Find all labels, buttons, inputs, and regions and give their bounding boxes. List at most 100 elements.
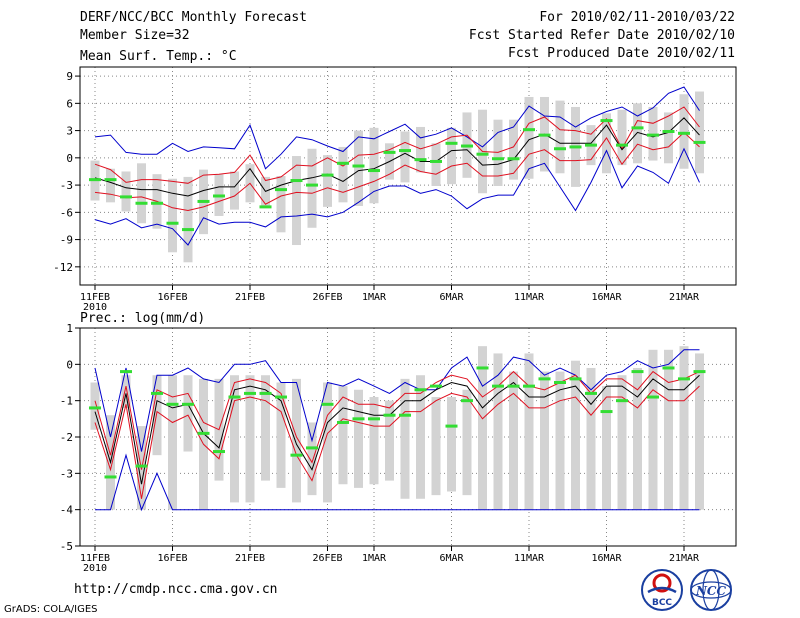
temp-observed-mark: [492, 157, 504, 161]
prec-ensemble-box: [571, 360, 580, 510]
bcc-logo-text: BCC: [652, 598, 672, 608]
temp-observed-mark: [476, 152, 489, 156]
prec-ensemble-box: [633, 367, 642, 510]
prec-observed-mark: [569, 377, 582, 381]
temp-ensemble-box: [431, 143, 441, 186]
prec-observed-mark: [461, 399, 473, 403]
temp-xtick-label: 11FEB: [80, 292, 110, 303]
member-size: Member Size=32: [80, 28, 190, 43]
prec-ensemble-box: [416, 375, 425, 499]
temp-ensemble-box: [602, 113, 611, 174]
prec-ensemble-min-line: [95, 453, 700, 512]
prec-xtick-label: 21MAR: [669, 553, 700, 564]
prec-ensemble-box: [540, 371, 549, 510]
prec-ensemble-box: [168, 375, 177, 510]
temp-ensemble-box: [323, 155, 332, 207]
temp-observed-mark: [321, 173, 334, 177]
prec-observed-mark: [383, 413, 396, 417]
temp-xtick-label: 6MAR: [439, 292, 464, 303]
prec-xtick-year: 2010: [83, 563, 107, 574]
prec-ensemble-box: [617, 375, 627, 510]
temp-observed-mark: [445, 141, 458, 145]
temp-ensemble-box: [679, 94, 689, 169]
temp-observed-mark: [585, 143, 597, 147]
prec-ensemble-box: [478, 346, 487, 510]
prec-ensemble-box: [338, 386, 348, 485]
prec-ensemble-box: [695, 353, 704, 510]
temp-observed-mark: [275, 188, 287, 192]
prec-observed-mark: [290, 453, 303, 457]
temp-observed-mark: [259, 205, 272, 209]
prec-observed-mark: [538, 377, 551, 381]
prec-observed-mark: [368, 417, 380, 421]
temp-ytick-label: 3: [66, 125, 73, 138]
temp-ensemble-box: [524, 96, 534, 179]
temp-chart-title: Mean Surf. Temp.: °C: [80, 49, 237, 64]
temp-observed-mark: [166, 221, 179, 225]
temp-ensemble-box: [230, 171, 239, 210]
temp-ensemble-box: [555, 100, 565, 174]
prec-observed-mark: [135, 464, 148, 468]
prec-ensemble-box: [462, 389, 472, 496]
temp-ytick-label: 0: [66, 152, 73, 165]
prec-observed-mark: [430, 384, 442, 388]
prec-ensemble-box: [323, 382, 332, 503]
prec-mean-plus-sd-line: [94, 370, 700, 470]
prec-ensemble-box: [354, 389, 363, 488]
temp-observed-mark: [554, 147, 566, 151]
prec-ensemble-box: [524, 353, 534, 510]
temp-ensemble-box: [369, 127, 379, 204]
temp-xtick-label: 11MAR: [514, 292, 545, 303]
temp-ensemble-box: [447, 127, 456, 185]
temp-ensemble-box: [416, 126, 425, 173]
bcc-logo: BCC: [641, 569, 683, 611]
prec-observed-mark: [523, 384, 535, 388]
temp-xtick-label: 1MAR: [362, 292, 387, 303]
ncc-logo: NCC: [690, 569, 732, 611]
prec-observed-mark: [662, 366, 675, 370]
prec-ensemble-box: [183, 375, 193, 452]
prec-observed-mark: [616, 399, 628, 403]
temp-observed-mark: [182, 228, 194, 232]
temp-observed-mark: [678, 131, 690, 135]
prec-ensemble-box: [602, 386, 611, 510]
source-url[interactable]: http://cmdp.ncc.cma.gov.cn: [74, 582, 278, 597]
prec-observed-mark: [182, 402, 194, 406]
temp-xtick-label: 16FEB: [157, 292, 187, 303]
prec-ytick-label: -4: [60, 504, 74, 517]
prec-observed-mark: [631, 370, 644, 374]
prec-xtick-label: 16FEB: [157, 553, 187, 564]
prec-ytick-label: -3: [60, 467, 73, 480]
temp-observed-mark: [523, 128, 535, 132]
prec-observed-mark: [228, 395, 241, 399]
temp-ensemble-min-line: [94, 147, 700, 246]
temp-observed-mark: [616, 143, 628, 147]
prec-xtick-label: 21FEB: [235, 553, 265, 564]
temp-ytick-label: -12: [53, 261, 73, 274]
prec-ytick-label: 1: [66, 322, 73, 335]
temp-ytick-label: -9: [60, 234, 73, 247]
prec-xtick-label: 11MAR: [514, 553, 545, 564]
temp-xtick-label: 26FEB: [312, 292, 342, 303]
prec-observed-mark: [399, 413, 411, 417]
temp-ensemble-box: [292, 156, 301, 246]
prec-observed-mark: [585, 391, 597, 395]
prec-observed-mark: [89, 406, 101, 410]
header-right: For 2010/02/11-2010/03/22 Fcst Started R…: [469, 10, 735, 64]
prec-observed-mark: [492, 384, 504, 388]
prec-observed-mark: [275, 395, 287, 399]
temp-ensemble-box: [307, 148, 317, 228]
temp-ensemble-box: [617, 109, 627, 166]
prec-observed-mark: [337, 420, 349, 424]
temp-observed-mark: [352, 164, 365, 168]
temp-ensemble-max-line: [94, 86, 700, 170]
prec-ensemble-box: [230, 375, 239, 503]
prec-observed-mark: [507, 384, 520, 388]
temp-observed-mark: [213, 194, 225, 198]
temp-ensemble-box: [400, 131, 410, 183]
temp-xtick-label: 21MAR: [669, 292, 700, 303]
prec-ytick-label: -1: [60, 395, 73, 408]
temp-observed-mark: [430, 159, 442, 163]
